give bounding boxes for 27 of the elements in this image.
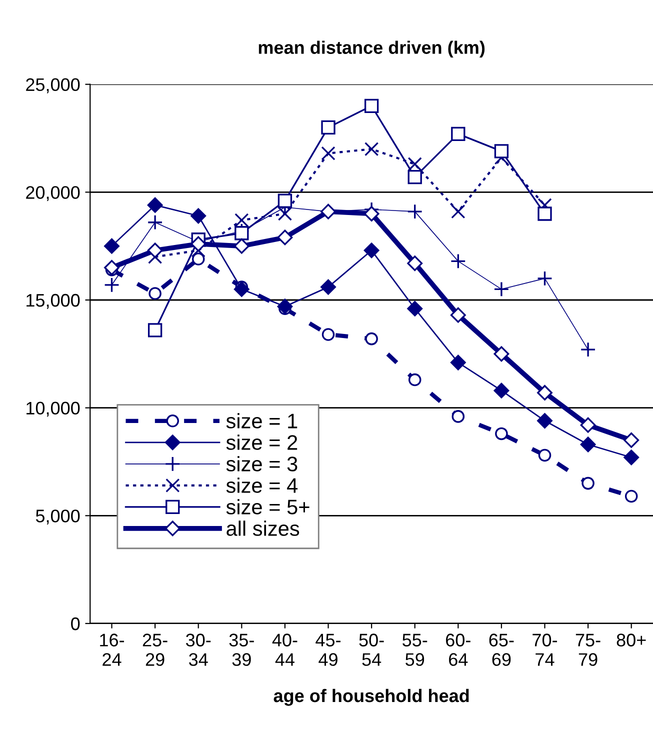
legend-label: size = 3 — [226, 456, 298, 472]
x-tick-label: 80+ — [616, 634, 646, 646]
x-tick-label: 16- 24 — [100, 634, 124, 666]
y-tick-label: 15,000 — [26, 294, 80, 309]
x-tick-label: 40- 44 — [272, 634, 298, 666]
x-tick-label: 45- 49 — [316, 634, 341, 666]
legend-label: all sizes — [226, 520, 300, 536]
x-tick-label: 35- 39 — [229, 634, 254, 666]
legend-label: size = 2 — [226, 434, 298, 450]
y-tick-label: 0 — [71, 617, 80, 630]
x-tick-label: 65- 69 — [489, 634, 514, 666]
legend-label: size = 4 — [226, 478, 298, 493]
y-tick-label: 5,000 — [36, 510, 80, 525]
x-axis-title: age of household head — [274, 688, 469, 706]
x-tick-label: 55- 59 — [402, 634, 428, 666]
legend-label: size = 1 — [226, 413, 298, 428]
y-tick-label: 20,000 — [26, 186, 80, 202]
y-tick-label: 10,000 — [26, 402, 80, 417]
chart-title: mean distance driven (km) — [258, 40, 485, 58]
x-tick-label: 50- 54 — [359, 634, 384, 666]
x-tick-label: 30- 34 — [186, 634, 211, 666]
x-tick-label: 70- 74 — [532, 634, 557, 666]
x-tick-label: 75- 79 — [576, 634, 600, 666]
x-tick-label: 60- 64 — [446, 634, 470, 666]
y-tick-label: 25,000 — [26, 78, 80, 94]
legend-label: size = 5+ — [226, 499, 310, 514]
x-tick-label: 25- 29 — [142, 634, 168, 666]
